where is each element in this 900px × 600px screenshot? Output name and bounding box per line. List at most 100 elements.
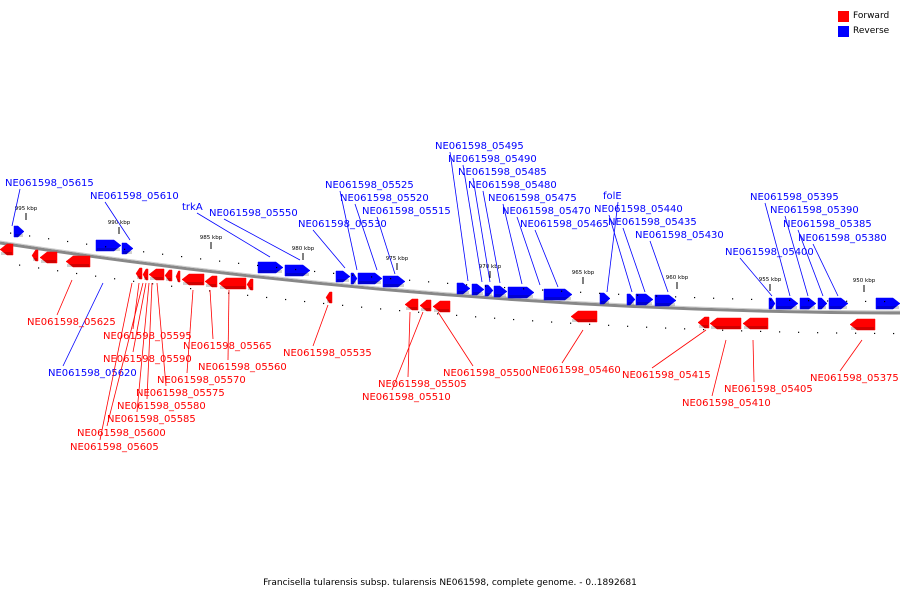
reverse-gene-16-shade [628, 302, 634, 305]
reverse-swatch [838, 25, 849, 37]
forward-label-10: NE061598_05570 [157, 375, 246, 386]
scale-label-3: 980 kbp [292, 246, 315, 252]
reverse-gene-18-shade [656, 303, 675, 306]
reverse-gene-8 [382, 275, 406, 288]
reverse-leader-13 [516, 216, 541, 286]
minor-tick-down [38, 267, 40, 269]
minor-tick-up [751, 298, 753, 301]
forward-gene-3 [65, 255, 91, 268]
reverse-label-7: NE061598_05515 [362, 206, 451, 217]
forward-gene-12 [246, 278, 254, 291]
forward-leader-8 [209, 289, 214, 340]
reverse-gene-1-shade [97, 248, 120, 251]
reverse-label-8: NE061598_05495 [435, 141, 524, 152]
minor-tick-up [238, 262, 240, 264]
forward-leader-12 [407, 311, 411, 378]
reverse-leader-20 [784, 215, 809, 297]
scale-label-8: 955 kbp [759, 277, 782, 283]
minor-tick-down [836, 332, 838, 334]
minor-tick-up [656, 295, 658, 297]
forward-gene-17-shade [572, 319, 596, 322]
forward-gene-19-shade [711, 326, 740, 329]
reverse-label-17: NE061598_05435 [608, 217, 697, 228]
reverse-gene-17 [635, 293, 654, 306]
reverse-gene-11 [484, 284, 494, 297]
reverse-label-24: NE061598_05620 [48, 368, 137, 379]
minor-tick-down [19, 264, 21, 266]
minor-tick-down [627, 325, 629, 327]
forward-label-2: NE061598_05590 [103, 354, 192, 365]
reverse-leader-23 [739, 257, 773, 297]
reverse-label-10: NE061598_05485 [458, 167, 547, 178]
forward-gene-0 [0, 243, 14, 256]
minor-tick-up [333, 272, 335, 274]
forward-leader-5 [136, 282, 150, 413]
minor-tick-down [817, 332, 819, 334]
forward-label-8: NE061598_05565 [183, 341, 272, 352]
minor-tick-down [133, 280, 135, 282]
forward-gene-20-shade [744, 326, 767, 329]
reverse-leader-0 [11, 188, 21, 227]
forward-gene-17 [570, 310, 598, 323]
minor-tick-up [143, 251, 145, 253]
minor-tick-down [304, 300, 306, 303]
forward-leader-10 [186, 289, 194, 374]
reverse-gene-7 [357, 272, 383, 285]
minor-tick-down [798, 331, 800, 333]
reverse-leader-3 [223, 218, 301, 261]
forward-label-7: NE061598_05605 [70, 442, 159, 453]
minor-tick-up [846, 300, 848, 302]
reverse-gene-2 [121, 242, 134, 255]
reverse-gene-10-shade [473, 292, 483, 295]
forward-leader-18 [752, 339, 755, 383]
forward-gene-7-shade [166, 278, 171, 281]
minor-tick-down [722, 329, 724, 331]
minor-tick-down [285, 298, 287, 301]
reverse-gene-0 [13, 225, 25, 238]
reverse-gene-18 [654, 294, 677, 307]
minor-tick-down [741, 330, 743, 332]
forward-gene-2 [39, 251, 58, 264]
reverse-gene-20-shade [777, 306, 797, 309]
reverse-leader-4 [312, 229, 346, 269]
forward-gene-6-shade [150, 277, 163, 280]
reverse-leader-19 [764, 202, 791, 297]
minor-tick-up [637, 294, 639, 296]
minor-tick-up [808, 300, 810, 302]
minor-tick-down [361, 306, 363, 308]
reverse-gene-22 [817, 297, 828, 310]
reverse-label-3: NE061598_05550 [209, 208, 298, 219]
forward-label-19: NE061598_05375 [810, 373, 899, 384]
minor-tick-up [352, 274, 354, 276]
reverse-gene-11-shade [486, 293, 492, 296]
forward-gene-21 [849, 318, 876, 331]
minor-tick-down [171, 285, 173, 287]
minor-tick-down [152, 283, 154, 285]
reverse-gene-12-shade [495, 294, 506, 297]
reverse-label-4: NE061598_05530 [298, 219, 387, 230]
minor-tick-up [105, 246, 107, 248]
reverse-leader-18 [649, 240, 669, 293]
genome-backbone-highlight [0, 240, 900, 312]
forward-gene-11-shade [220, 286, 245, 289]
reverse-gene-19 [768, 297, 776, 310]
reverse-label-20: NE061598_05390 [770, 205, 859, 216]
forward-gene-19 [709, 317, 742, 330]
minor-tick-up [219, 260, 221, 262]
minor-tick-up [86, 243, 88, 245]
forward-leader-0 [56, 279, 73, 316]
reverse-label-11: NE061598_05480 [468, 180, 557, 191]
reverse-label-13: NE061598_05470 [502, 206, 591, 217]
forward-gene-9-shade [183, 282, 203, 285]
forward-gene-20 [742, 317, 769, 330]
scale-label-7: 960 kbp [666, 275, 689, 281]
legend-reverse: Reverse [838, 25, 889, 37]
forward-leader-1 [132, 282, 140, 330]
minor-tick-up [827, 300, 829, 302]
forward-label-5: NE061598_05585 [107, 414, 196, 425]
forward-leader-9 [227, 289, 230, 361]
minor-tick-down [589, 323, 591, 325]
scale-label-5: 970 kbp [479, 264, 502, 270]
forward-label-0: NE061598_05625 [27, 317, 116, 328]
